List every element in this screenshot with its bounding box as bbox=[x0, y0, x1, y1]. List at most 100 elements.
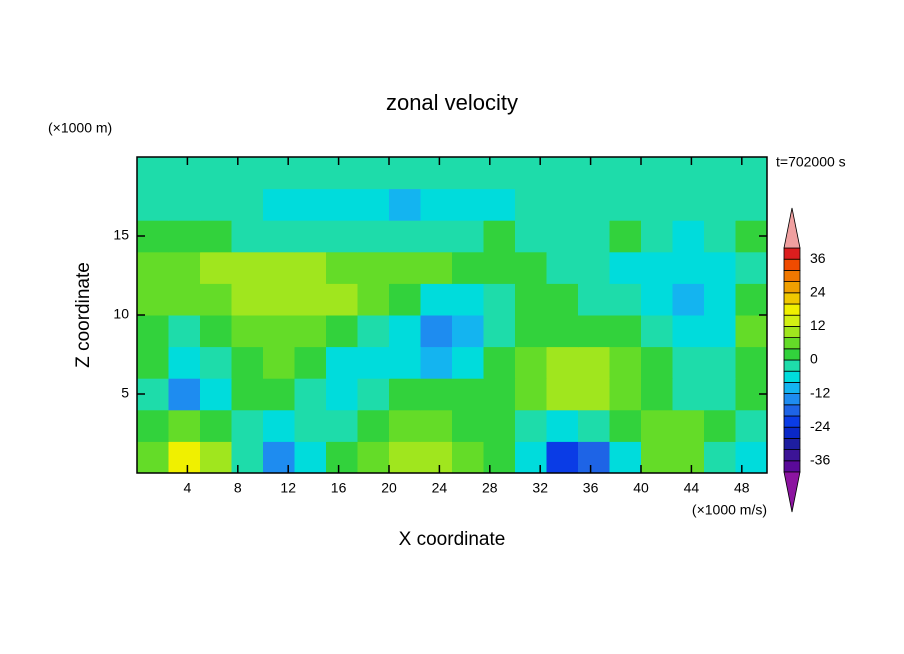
contour-cell bbox=[452, 220, 484, 253]
contour-cell bbox=[326, 315, 358, 348]
contour-cell bbox=[389, 251, 421, 284]
contour-cell bbox=[231, 441, 264, 474]
contour-cell bbox=[515, 378, 547, 411]
contour-cell bbox=[200, 315, 232, 348]
contour-cell bbox=[357, 378, 390, 411]
contour-cell bbox=[200, 283, 232, 316]
x-axis-label: X coordinate bbox=[399, 529, 506, 550]
contour-cell bbox=[641, 441, 673, 474]
contour-cell bbox=[483, 441, 516, 474]
contour-cell bbox=[609, 283, 642, 316]
contour-cell bbox=[515, 315, 547, 348]
contour-cell bbox=[357, 409, 390, 442]
contour-cell bbox=[420, 251, 453, 284]
contour-cell bbox=[357, 251, 390, 284]
contour-cell bbox=[357, 220, 390, 253]
contour-cell bbox=[168, 283, 201, 316]
colorbar-box bbox=[783, 247, 801, 260]
colorbar-box bbox=[783, 460, 801, 473]
contour-cell bbox=[672, 220, 705, 253]
contour-cell bbox=[578, 346, 610, 379]
contour-cell bbox=[263, 441, 295, 474]
contour-cell bbox=[420, 220, 453, 253]
contour-cell bbox=[200, 409, 232, 442]
contour-cell bbox=[735, 251, 768, 284]
contour-cell bbox=[546, 409, 579, 442]
contour-cell bbox=[294, 409, 327, 442]
contour-cell bbox=[168, 157, 201, 190]
contour-cell bbox=[389, 346, 421, 379]
contour-cell bbox=[578, 251, 610, 284]
contour-cell bbox=[609, 251, 642, 284]
x-tick-label: 44 bbox=[684, 480, 700, 496]
contour-cell bbox=[578, 315, 610, 348]
contour-cell bbox=[263, 220, 295, 253]
contour-cell bbox=[137, 188, 169, 221]
contour-cell bbox=[231, 251, 264, 284]
contour-cell bbox=[735, 188, 768, 221]
contour-cell bbox=[294, 283, 327, 316]
contour-cell bbox=[420, 346, 453, 379]
contour-cell bbox=[641, 378, 673, 411]
contour-cell bbox=[420, 188, 453, 221]
contour-cell bbox=[609, 157, 642, 190]
contour-cell bbox=[452, 283, 484, 316]
x-tick-label: 36 bbox=[583, 480, 599, 496]
y-tick-label: 10 bbox=[113, 306, 129, 322]
contour-cell bbox=[326, 157, 358, 190]
contour-cell bbox=[452, 441, 484, 474]
contour-cell bbox=[168, 346, 201, 379]
contour-cell bbox=[357, 441, 390, 474]
contour-cell bbox=[515, 188, 547, 221]
contour-cell bbox=[672, 346, 705, 379]
contour-cell bbox=[515, 441, 547, 474]
contour-cell bbox=[672, 251, 705, 284]
contour-cell bbox=[483, 315, 516, 348]
contour-cell bbox=[357, 346, 390, 379]
contour-cell bbox=[294, 188, 327, 221]
contour-cell bbox=[578, 441, 610, 474]
contour-cell bbox=[263, 157, 295, 190]
colorbar-box bbox=[783, 314, 801, 327]
contour-cell bbox=[578, 188, 610, 221]
contour-cell bbox=[168, 378, 201, 411]
contour-cell bbox=[735, 157, 768, 190]
contour-cell bbox=[200, 251, 232, 284]
contour-cell bbox=[483, 188, 516, 221]
contour-cell bbox=[704, 283, 736, 316]
contour-cell bbox=[420, 315, 453, 348]
contour-cell bbox=[452, 315, 484, 348]
contour-cell bbox=[168, 251, 201, 284]
contour-cell bbox=[546, 378, 579, 411]
contour-cell bbox=[389, 315, 421, 348]
contour-cell bbox=[578, 378, 610, 411]
contour-cell bbox=[389, 441, 421, 474]
contour-cell bbox=[200, 346, 232, 379]
contour-cell bbox=[672, 378, 705, 411]
x-tick-label: 48 bbox=[734, 480, 750, 496]
contour-cell bbox=[357, 188, 390, 221]
contour-cell bbox=[389, 409, 421, 442]
contour-cell bbox=[672, 157, 705, 190]
colorbar-box bbox=[783, 393, 801, 406]
colorbar-box bbox=[783, 281, 801, 294]
contour-cell bbox=[326, 409, 358, 442]
contour-cell bbox=[578, 283, 610, 316]
y-unit: (×1000 m) bbox=[48, 120, 112, 136]
contour-cell bbox=[231, 283, 264, 316]
contour-cell bbox=[137, 315, 169, 348]
x-tick-label: 4 bbox=[184, 480, 192, 496]
contour-cell bbox=[137, 157, 169, 190]
contour-cell bbox=[137, 283, 169, 316]
contour-cell bbox=[357, 283, 390, 316]
contour-cell bbox=[263, 188, 295, 221]
colorbar-box bbox=[783, 337, 801, 350]
contour-cell bbox=[672, 441, 705, 474]
contour-cell bbox=[483, 346, 516, 379]
contour-cell bbox=[168, 315, 201, 348]
contour-cell bbox=[704, 188, 736, 221]
annotation: t=702000 s bbox=[776, 154, 846, 170]
contour-cell bbox=[389, 283, 421, 316]
contour-cell bbox=[609, 441, 642, 474]
contour-cell bbox=[137, 409, 169, 442]
